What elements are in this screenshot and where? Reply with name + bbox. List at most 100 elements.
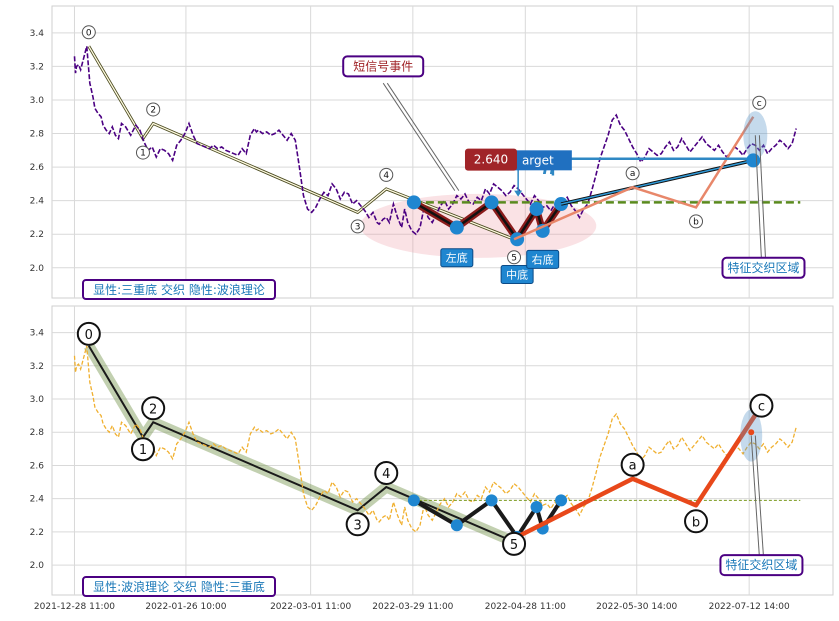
bottom-label-box [440, 248, 474, 268]
wave-line [88, 45, 515, 240]
callout-box [719, 554, 804, 577]
wave-point-label: 2 [150, 105, 156, 115]
top-panel: 2.02.22.42.62.83.03.23.4Harget2.640左底中底右… [30, 5, 834, 300]
target-text: arget [522, 153, 554, 167]
wave-point-label: a [629, 459, 637, 474]
triple-bottom-point [484, 195, 499, 210]
y-tick-label: 2.8 [30, 428, 45, 438]
wave-point-marker [345, 512, 370, 537]
wave-point-marker [135, 145, 150, 160]
target-point [746, 153, 761, 168]
callout-leader [382, 82, 456, 191]
wave-point-label: c [757, 99, 762, 109]
wave-point-label: b [692, 515, 700, 530]
y-tick-label: 3.4 [30, 329, 45, 339]
triple-bottom-point [555, 494, 568, 507]
triple-bottom-point [406, 195, 421, 210]
triple-bottom-point [449, 220, 464, 235]
callout-leader [386, 82, 460, 191]
bottom-label-box [500, 265, 534, 285]
wave-point-marker [374, 461, 399, 486]
x-axis: 2021-12-28 11:00 2022-01-26 10:00 2022-03-… [34, 602, 790, 612]
wave-point-marker [81, 25, 96, 40]
legend-text: 显性:三重底 交织 隐性:波浪理论 [93, 282, 265, 297]
callout-text: 特征交织区域 [727, 260, 799, 275]
price-line [73, 46, 797, 236]
feature-point [748, 429, 755, 436]
bottom-label: 右底 [532, 252, 554, 266]
callout-leader [754, 135, 762, 260]
callout-leader [758, 135, 767, 260]
wave-point-label: 3 [354, 518, 362, 533]
wave-point-marker [689, 214, 704, 229]
x-tick-label: 2022-04-28 11:00 [485, 602, 566, 612]
wave-point-marker [625, 166, 640, 181]
wave-point-marker [620, 452, 645, 477]
wave-point-marker [684, 509, 709, 534]
y-tick-label: 2.6 [30, 461, 45, 471]
y-tick-label: 2.0 [30, 561, 45, 571]
y-tick-label: 3.0 [30, 96, 45, 106]
y-tick-label: 3.4 [30, 29, 45, 39]
wave-point-label: 4 [383, 171, 389, 181]
wave-point-label: b [693, 217, 699, 227]
wave-point-label: 5 [510, 538, 518, 553]
wave-point-marker [502, 531, 527, 556]
wave-point-label: 3 [355, 222, 361, 232]
bottom-label: 左底 [446, 251, 468, 265]
target-value: 2.640 [474, 153, 508, 167]
wave-point-label: 2 [149, 402, 157, 417]
y-tick-label: 3.2 [30, 62, 44, 72]
wave-point-marker [749, 393, 774, 418]
legend-box [82, 279, 276, 300]
wave-line [87, 345, 515, 543]
callout-leader [754, 435, 764, 557]
wave-point-marker [76, 321, 101, 346]
target-value-box [464, 148, 517, 171]
wave-abc-line [516, 404, 764, 539]
y-tick-label: 2.4 [30, 197, 45, 207]
wave-point-marker [379, 167, 394, 182]
wave-point-label: 1 [140, 149, 146, 159]
target-box [503, 150, 572, 171]
y-tick-label: 2.0 [30, 264, 45, 274]
y-tick-label: 2.4 [30, 495, 45, 505]
wave-point-marker [507, 250, 522, 265]
wave-point-marker [130, 437, 155, 462]
wave-point-label: 0 [86, 28, 92, 38]
x-tick-label: 2021-12-28 11:00 [34, 602, 115, 612]
wave-point-marker [146, 102, 161, 117]
wave-point-label: 5 [511, 253, 517, 263]
wave-point-marker [141, 396, 166, 421]
callout-box [721, 256, 806, 279]
triple-bottom-point [407, 494, 420, 507]
wave-point-label: 1 [139, 443, 147, 458]
callout-text: 短信号事件 [353, 59, 413, 73]
target-arrow-head [514, 190, 523, 197]
wave-point-marker [350, 219, 365, 234]
bottom-label: 中底 [506, 268, 528, 282]
triple-bottom-point [450, 519, 463, 532]
y-tick-label: 3.2 [30, 362, 44, 372]
wave-point-marker [752, 95, 767, 110]
x-tick-label: 2022-05-30 14:00 [596, 602, 677, 612]
legend-text: 显性:波浪理论 交织 隐性:三重底 [93, 579, 265, 594]
triple-bottom-point [530, 500, 543, 513]
y-tick-label: 2.6 [30, 163, 45, 173]
x-tick-label: 2022-03-01 11:00 [270, 602, 351, 612]
wave-point-label: 4 [382, 467, 390, 482]
bottom-panel: 2.0 2.2 2.4 2.6 2.8 3.0 3.2 3.4 特征交织区域 0 1 2 3 4 5 a b c 显… [30, 305, 834, 597]
y-tick-label: 2.2 [30, 528, 44, 538]
callout-leader [750, 435, 760, 557]
wave-point-label: a [630, 169, 636, 179]
y-tick-label: 3.0 [30, 395, 45, 405]
x-tick-label: 2022-01-26 10:00 [145, 602, 226, 612]
triple-bottom-point [529, 202, 544, 217]
x-tick-label: 2022-07-12 14:00 [709, 602, 790, 612]
wave-abc-line [513, 116, 755, 241]
wave-point-label: 0 [85, 328, 93, 343]
bottom-label-box [526, 249, 560, 269]
callout-text: 特征交织区域 [725, 557, 797, 572]
